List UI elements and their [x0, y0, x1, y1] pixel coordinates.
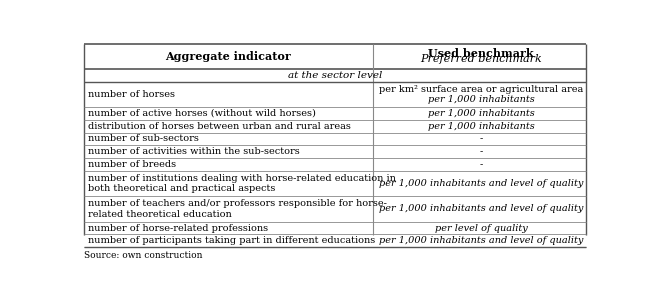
Text: per 1,000 inhabitants: per 1,000 inhabitants — [428, 95, 534, 104]
Text: number of active horses (without wild horses): number of active horses (without wild ho… — [88, 109, 317, 118]
Text: Source: own construction: Source: own construction — [84, 251, 203, 260]
Text: number of sub-sectors: number of sub-sectors — [88, 134, 199, 143]
Text: distribution of horses between urban and rural areas: distribution of horses between urban and… — [88, 122, 351, 131]
Text: per 1,000 inhabitants: per 1,000 inhabitants — [428, 109, 534, 118]
Text: number of horses: number of horses — [88, 90, 175, 99]
Text: number of breeds: number of breeds — [88, 160, 177, 169]
Text: both theoretical and practical aspects: both theoretical and practical aspects — [88, 184, 276, 193]
Text: -: - — [479, 147, 483, 156]
Text: Aggregate indicator: Aggregate indicator — [165, 51, 290, 62]
Text: Used benchmark: Used benchmark — [428, 48, 534, 59]
Text: related theoretical education: related theoretical education — [88, 210, 232, 219]
Text: per 1,000 inhabitants and level of quality: per 1,000 inhabitants and level of quali… — [379, 179, 583, 188]
Text: per 1,000 inhabitants and level of quality: per 1,000 inhabitants and level of quali… — [379, 205, 583, 213]
Text: Preferred benchmark: Preferred benchmark — [420, 54, 542, 64]
Text: per 1,000 inhabitants and level of quality: per 1,000 inhabitants and level of quali… — [379, 236, 583, 245]
Text: per level of quality: per level of quality — [434, 223, 527, 233]
Text: -: - — [479, 134, 483, 143]
Text: number of teachers and/or professors responsible for horse-: number of teachers and/or professors res… — [88, 199, 387, 208]
Text: number of participants taking part in different educations: number of participants taking part in di… — [88, 236, 375, 245]
Text: number of institutions dealing with horse-related education in: number of institutions dealing with hors… — [88, 174, 396, 183]
Text: number of activities within the sub-sectors: number of activities within the sub-sect… — [88, 147, 300, 156]
Text: per km² surface area or agricultural area: per km² surface area or agricultural are… — [379, 85, 583, 94]
Text: per 1,000 inhabitants: per 1,000 inhabitants — [428, 122, 534, 131]
Text: number of horse-related professions: number of horse-related professions — [88, 223, 268, 233]
Text: at the sector level: at the sector level — [288, 71, 383, 80]
Text: -: - — [479, 160, 483, 169]
